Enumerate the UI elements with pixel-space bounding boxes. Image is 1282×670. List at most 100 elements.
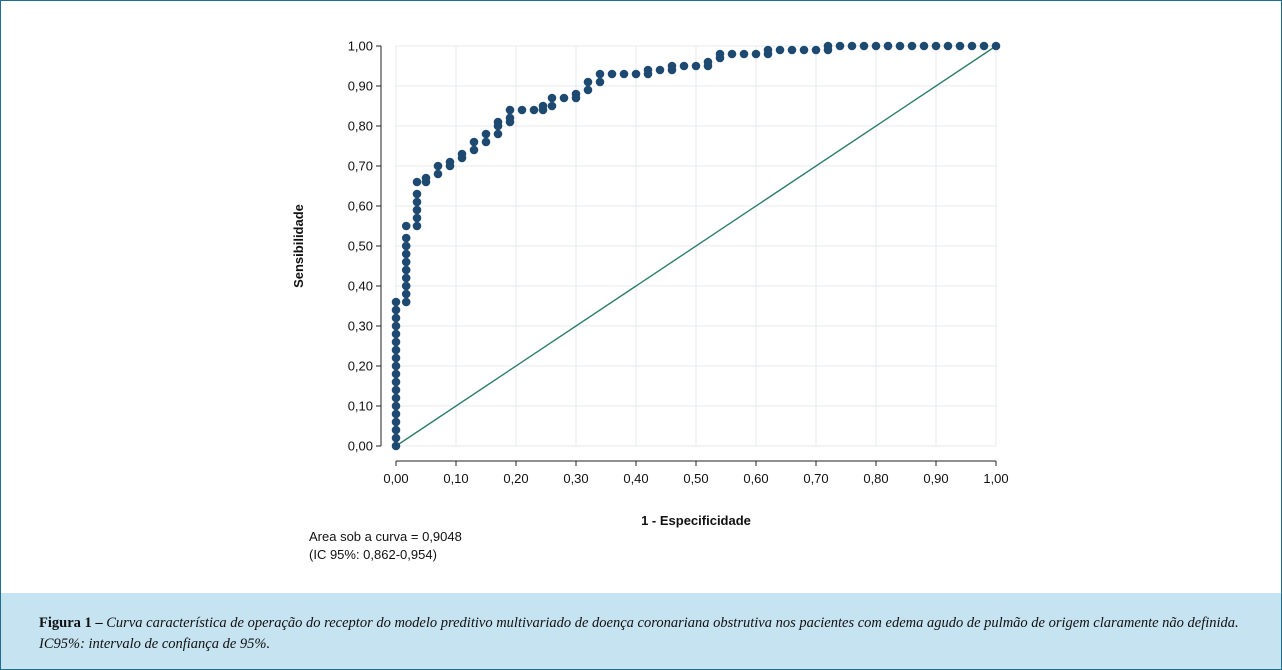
y-axis-title: Sensibilidade [291,204,306,288]
roc-point [401,297,411,307]
roc-point [391,433,401,443]
roc-point [991,41,1001,51]
roc-point [401,273,411,283]
x-tick-label: 0,10 [443,471,468,486]
roc-point [391,353,401,363]
y-tick-label: 0,10 [348,399,373,414]
x-tick-label: 0,40 [623,471,648,486]
auc-value-text: Area sob a curva = 0,9048 [309,529,462,544]
roc-point [391,337,401,347]
roc-point [493,117,503,127]
x-tick-label: 0,50 [683,471,708,486]
roc-point [583,77,593,87]
axis-layer [376,45,997,466]
roc-point [811,45,821,55]
roc-point [631,69,641,79]
roc-point [823,41,833,51]
roc-point [412,177,422,187]
roc-point [401,289,411,299]
roc-point [401,233,411,243]
roc-point [401,249,411,259]
roc-point [775,45,785,55]
caption-text: Curva característica de operação do rece… [39,615,1239,652]
tick-label-layer: 0,00 0,10 0,20 0,30 0,40 0,50 0,60 0,70 0,80 0,90… [348,39,1009,487]
roc-point [739,49,749,59]
x-axis-title: 1 - Especificidade [641,513,751,528]
y-tick-label: 0,90 [348,79,373,94]
auc-annotation: Area sob a curva = 0,9048 (IC 95%: 0,862… [309,528,462,564]
roc-point [919,41,929,51]
roc-point [401,265,411,275]
roc-point [799,45,809,55]
roc-point [703,57,713,67]
roc-point [469,137,479,147]
roc-point [517,105,527,115]
roc-point [538,101,548,111]
auc-ci-text: (IC 95%: 0,862-0,954) [309,547,437,562]
roc-point [493,129,503,139]
reference-line-layer [395,45,997,447]
roc-point [481,137,491,147]
roc-point [955,41,965,51]
roc-point [391,305,401,315]
y-tick-label: 1,00 [348,39,373,54]
roc-point [433,161,443,171]
roc-point [595,77,605,87]
roc-point [895,41,905,51]
roc-point [391,313,401,323]
y-tick-label: 0,70 [348,159,373,174]
roc-point [445,157,455,167]
roc-point [529,105,539,115]
roc-point [835,41,845,51]
x-tick-label: 0,30 [563,471,588,486]
x-tick-label: 0,70 [803,471,828,486]
roc-point [583,85,593,95]
roc-point [763,45,773,55]
roc-point [391,361,401,371]
roc-point [595,69,605,79]
roc-point [943,41,953,51]
roc-point [883,41,893,51]
roc-point [643,65,653,75]
roc-point [787,45,797,55]
roc-point [691,61,701,71]
roc-point [401,257,411,267]
roc-point [607,69,617,79]
roc-point [655,65,665,75]
figure-caption: Figura 1 – Curva característica de opera… [1,593,1281,669]
roc-point [391,369,401,379]
roc-chart-svg: 0,00 0,10 0,20 0,30 0,40 0,50 0,60 0,70 0,80 0,90… [291,39,1009,529]
roc-point [401,281,411,291]
y-tick-label: 0,20 [348,359,373,374]
roc-point [412,221,422,231]
roc-point [391,329,401,339]
roc-point [391,425,401,435]
y-tick-label: 0,60 [348,199,373,214]
roc-point [401,221,411,231]
y-tick-label: 0,30 [348,319,373,334]
roc-point [412,205,422,215]
roc-point [412,189,422,199]
roc-point [715,49,725,59]
roc-chart: 0,00 0,10 0,20 0,30 0,40 0,50 0,60 0,70 0,80 0,90… [1,1,1281,581]
y-tick-label: 0,00 [348,439,373,454]
x-tick-label: 1,00 [983,471,1008,486]
roc-point [847,41,857,51]
roc-point [751,49,761,59]
roc-point [391,441,401,451]
roc-point [391,409,401,419]
roc-point [412,213,422,223]
roc-point [547,101,557,111]
roc-point [859,41,869,51]
roc-point [619,69,629,79]
roc-point [505,105,515,115]
roc-point [547,93,557,103]
roc-point [401,241,411,251]
y-tick-label: 0,80 [348,119,373,134]
roc-point [391,321,401,331]
roc-point [391,377,401,387]
y-tick-label: 0,40 [348,279,373,294]
roc-point [391,385,401,395]
y-tick-label: 0,50 [348,239,373,254]
